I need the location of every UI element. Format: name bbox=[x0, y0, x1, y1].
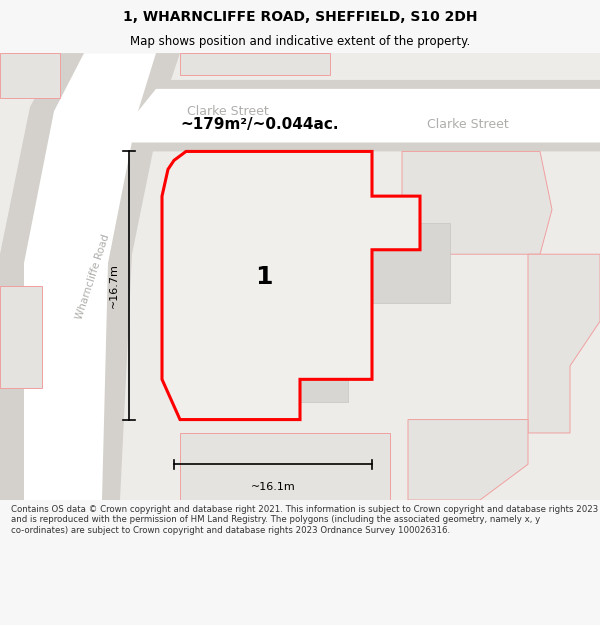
Polygon shape bbox=[108, 80, 600, 151]
Polygon shape bbox=[0, 286, 42, 388]
Text: Clarke Street: Clarke Street bbox=[427, 118, 509, 131]
Text: 1: 1 bbox=[255, 264, 273, 289]
Polygon shape bbox=[402, 151, 552, 254]
Polygon shape bbox=[408, 419, 528, 500]
Polygon shape bbox=[24, 53, 156, 500]
Text: ~179m²/~0.044ac.: ~179m²/~0.044ac. bbox=[180, 117, 338, 132]
Polygon shape bbox=[216, 312, 348, 402]
Polygon shape bbox=[180, 53, 330, 76]
Polygon shape bbox=[360, 223, 450, 303]
Polygon shape bbox=[180, 433, 390, 500]
Text: Contains OS data © Crown copyright and database right 2021. This information is : Contains OS data © Crown copyright and d… bbox=[11, 505, 598, 535]
Polygon shape bbox=[528, 254, 600, 433]
Text: Wharncliffe Road: Wharncliffe Road bbox=[74, 232, 112, 321]
Text: Clarke Street: Clarke Street bbox=[187, 105, 269, 118]
Text: Map shows position and indicative extent of the property.: Map shows position and indicative extent… bbox=[130, 35, 470, 48]
Text: 1, WHARNCLIFFE ROAD, SHEFFIELD, S10 2DH: 1, WHARNCLIFFE ROAD, SHEFFIELD, S10 2DH bbox=[123, 10, 477, 24]
Text: ~16.7m: ~16.7m bbox=[109, 263, 119, 308]
Polygon shape bbox=[162, 151, 420, 419]
Text: ~16.1m: ~16.1m bbox=[251, 482, 295, 492]
Polygon shape bbox=[0, 53, 60, 98]
Polygon shape bbox=[120, 89, 600, 142]
Polygon shape bbox=[0, 53, 180, 500]
